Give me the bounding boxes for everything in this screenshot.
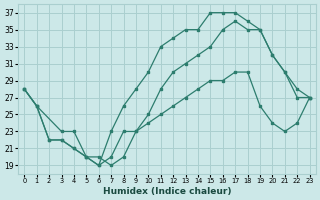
X-axis label: Humidex (Indice chaleur): Humidex (Indice chaleur) — [103, 187, 231, 196]
